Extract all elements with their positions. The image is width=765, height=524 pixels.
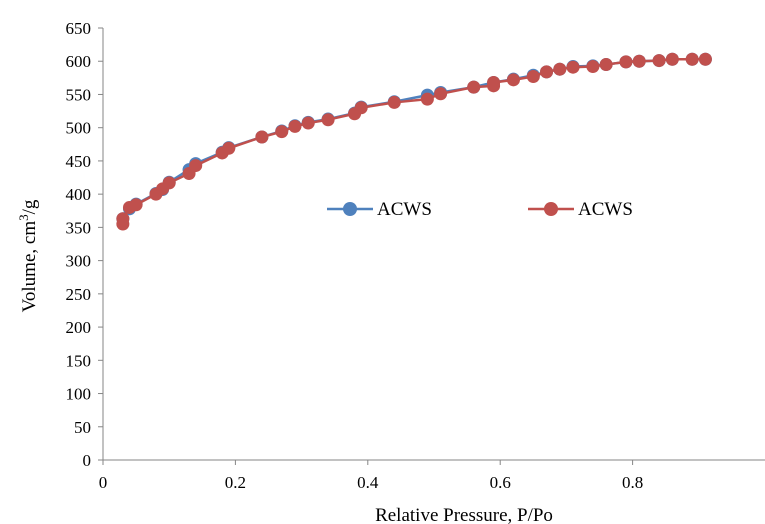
- data-point: [288, 119, 302, 133]
- y-axis-title: Volume, cm3/g: [16, 199, 41, 312]
- data-point: [487, 75, 501, 89]
- data-point: [321, 113, 335, 127]
- y-axis: 0 50 100 150 200 250 300 350 400 450 500 550 600 650: [66, 19, 104, 470]
- y-title-base: Volume, cm: [19, 221, 40, 313]
- y-tick-label: 150: [66, 351, 92, 370]
- data-point: [566, 60, 580, 74]
- legend-item-2: ACWS: [528, 199, 633, 220]
- data-point: [162, 176, 176, 190]
- y-tick-label: 650: [66, 19, 92, 38]
- legend: ACWS ACWS: [327, 199, 633, 220]
- x-tick-label: 0.8: [622, 473, 643, 492]
- data-point: [506, 73, 520, 87]
- y-tick-label: 300: [66, 252, 92, 271]
- y-title-superscript: 3: [16, 214, 31, 221]
- data-point: [354, 101, 368, 115]
- data-point: [129, 198, 143, 212]
- data-point: [665, 52, 679, 66]
- y-tick-label: 100: [66, 385, 92, 404]
- y-tick-label: 50: [74, 418, 91, 437]
- x-tick-label: 0: [99, 473, 108, 492]
- data-point: [301, 116, 315, 130]
- data-point: [632, 54, 646, 68]
- plot-series: [116, 52, 712, 231]
- y-tick-label: 500: [66, 119, 92, 138]
- data-point: [434, 87, 448, 101]
- legend-swatch-marker: [544, 202, 558, 216]
- y-tick-label: 550: [66, 85, 92, 104]
- data-point: [586, 60, 600, 74]
- y-tick-label: 450: [66, 152, 92, 171]
- data-point: [685, 52, 699, 66]
- y-tick-label: 600: [66, 52, 92, 71]
- series-line: [121, 57, 706, 220]
- data-point: [540, 65, 554, 79]
- y-tick-label: 350: [66, 218, 92, 237]
- x-tick-label: 0.4: [357, 473, 379, 492]
- data-point: [420, 92, 434, 106]
- data-point: [698, 52, 712, 66]
- y-tick-label: 0: [83, 451, 92, 470]
- legend-label: ACWS: [578, 199, 633, 220]
- data-point: [467, 80, 481, 94]
- y-tick-label: 200: [66, 318, 92, 337]
- data-point: [387, 95, 401, 109]
- x-axis: 0 0.2 0.4 0.6 0.8: [99, 459, 765, 492]
- y-title-unit: /g: [19, 199, 40, 214]
- legend-label: ACWS: [377, 199, 432, 220]
- data-point: [116, 212, 130, 226]
- legend-swatch-marker: [343, 202, 357, 216]
- data-point: [275, 125, 289, 139]
- x-tick-label: 0.2: [225, 473, 246, 492]
- data-point: [189, 159, 203, 173]
- data-point: [652, 54, 666, 68]
- data-point: [222, 141, 236, 155]
- data-point: [526, 70, 540, 84]
- y-tick-label: 250: [66, 285, 92, 304]
- legend-item-1: ACWS: [327, 199, 432, 220]
- x-tick-label: 0.6: [490, 473, 511, 492]
- data-point: [599, 58, 613, 72]
- series-2: [116, 52, 712, 231]
- x-axis-title: Relative Pressure, P/Po: [375, 505, 553, 524]
- data-point: [255, 130, 269, 144]
- data-point: [619, 55, 633, 69]
- data-point: [553, 62, 567, 76]
- y-tick-label: 400: [66, 185, 92, 204]
